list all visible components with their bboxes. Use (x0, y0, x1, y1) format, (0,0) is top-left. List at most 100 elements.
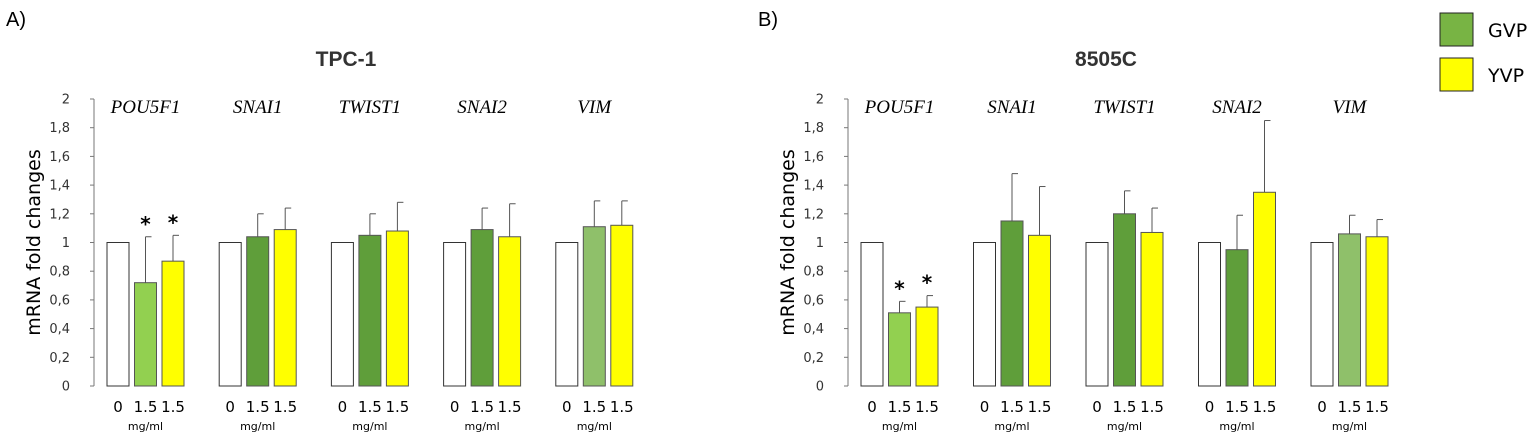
dose-label: 1.5 (1365, 398, 1389, 416)
y-tick-label: 0,2 (49, 351, 70, 366)
unit-label: mg/ml (1107, 420, 1142, 433)
bar-snai1-2 (273, 229, 297, 387)
y-tick-label: 1,6 (803, 150, 824, 165)
bar-pou5f1-1 (134, 282, 157, 387)
bar-group-snai2: SNAI2 0 1.5 1.5 mg/ml (1198, 97, 1277, 433)
y-tick-label: 2 (816, 93, 824, 108)
gene-label: POU5F1 (864, 97, 935, 118)
gene-label: TWIST1 (339, 97, 401, 118)
gene-label: POU5F1 (110, 97, 181, 118)
y-tick-label: 0,4 (49, 322, 70, 337)
y-tick-label: 1 (62, 236, 70, 251)
bar-group-twist1: TWIST1 0 1.5 1.5 mg/ml (1085, 97, 1164, 433)
bar-pou5f1-1 (888, 312, 911, 387)
gene-label: VIM (1333, 97, 1368, 118)
unit-label: mg/ml (1332, 420, 1367, 433)
bar-group-vim: VIM 0 1.5 1.5 mg/ml (555, 97, 634, 433)
bar-snai2-1 (1225, 249, 1249, 387)
dose-label: 0 (562, 398, 572, 416)
dose-label: 0 (980, 398, 990, 416)
legend-label-gvp: GVP (1488, 20, 1527, 42)
bar-twist1-2 (385, 230, 409, 387)
y-tick-label: 1,8 (49, 121, 70, 136)
dose-label: 1.5 (358, 398, 382, 416)
dose-label: 0 (225, 398, 235, 416)
legend-swatch-gvp (1439, 12, 1474, 47)
dose-label: 1.5 (1028, 398, 1052, 416)
bar-group-snai1: SNAI1 0 1.5 1.5 mg/ml (218, 97, 297, 433)
bar-pou5f1-0 (860, 242, 884, 387)
gene-label: TWIST1 (1093, 97, 1155, 118)
bar-pou5f1-0 (106, 242, 130, 387)
dose-label: 1.5 (1000, 398, 1024, 416)
y-tick-label: 1,6 (49, 150, 70, 165)
bar-snai1-2 (1028, 234, 1051, 387)
unit-label: mg/ml (1219, 420, 1254, 433)
bar-twist1-0 (330, 242, 354, 387)
unit-label: mg/ml (577, 420, 612, 433)
dose-label: 0 (338, 398, 348, 416)
panel-label: A) (6, 9, 26, 31)
dose-label: 1.5 (915, 398, 939, 416)
significance-marker: * (168, 210, 179, 234)
gene-label: SNAI1 (233, 97, 283, 118)
chart-title: 8505C (1075, 48, 1137, 71)
gene-label: SNAI2 (457, 97, 507, 118)
legend-label-yvp: YVP (1487, 65, 1524, 87)
bar-vim-0 (555, 242, 579, 387)
bar-twist1-0 (1085, 242, 1109, 387)
unit-label: mg/ml (882, 420, 917, 433)
bar-group-snai2: SNAI2 0 1.5 1.5 mg/ml (443, 97, 522, 433)
unit-label: mg/ml (128, 420, 163, 433)
y-tick-label: 0 (816, 380, 824, 395)
bar-vim-1 (582, 226, 606, 387)
bar-twist1-1 (1113, 213, 1136, 387)
dose-label: 0 (113, 398, 123, 416)
dose-label: 1.5 (610, 398, 634, 416)
bar-group-pou5f1: POU5F1 0 * 1.5 * 1.5 mg/ml (860, 97, 939, 433)
gene-label: SNAI2 (1212, 97, 1262, 118)
dose-label: 1.5 (273, 398, 297, 416)
unit-label: mg/ml (994, 420, 1029, 433)
significance-marker: * (894, 276, 905, 300)
bar-vim-2 (610, 224, 634, 387)
unit-label: mg/ml (240, 420, 275, 433)
bar-group-twist1: TWIST1 0 1.5 1.5 mg/ml (330, 97, 409, 433)
bar-snai2-2 (1253, 191, 1276, 387)
dose-label: 0 (1317, 398, 1327, 416)
significance-marker: * (140, 212, 151, 236)
dose-label: 1.5 (582, 398, 606, 416)
bar-snai1-1 (1000, 220, 1024, 387)
bar-snai2-0 (443, 242, 467, 387)
unit-label: mg/ml (465, 420, 500, 433)
y-tick-label: 1,4 (803, 179, 824, 194)
dose-label: 1.5 (1253, 398, 1277, 416)
chart-title: TPC-1 (316, 48, 377, 71)
significance-marker: * (922, 271, 933, 295)
bar-group-vim: VIM 0 1.5 1.5 mg/ml (1310, 97, 1389, 433)
bar-twist1-1 (358, 234, 382, 387)
dose-label: 1.5 (1225, 398, 1249, 416)
y-tick-label: 1,2 (803, 207, 824, 222)
y-tick-label: 0,2 (803, 351, 824, 366)
bar-pou5f1-2 (915, 306, 939, 387)
dose-label: 1.5 (1140, 398, 1164, 416)
y-axis-label: mRNA fold changes (777, 149, 799, 335)
y-tick-label: 1 (816, 236, 824, 251)
legend-swatch-yvp (1439, 57, 1474, 92)
gene-label: SNAI1 (987, 97, 1037, 118)
bar-group-snai1: SNAI1 0 1.5 1.5 mg/ml (973, 97, 1052, 433)
bar-vim-2 (1365, 236, 1389, 387)
chart-panel-8505c: B) 8505C mRNA fold changes 0 0,2 0,4 0,6 0,8 1 1,… (758, 9, 1389, 433)
bar-group-pou5f1: POU5F1 0 * 1.5 * 1.5 mg/ml (106, 97, 185, 433)
bar-snai1-0 (218, 242, 242, 387)
y-tick-label: 0,8 (49, 265, 70, 280)
gene-label: VIM (577, 97, 612, 118)
dose-label: 0 (1092, 398, 1102, 416)
bar-snai1-0 (973, 242, 996, 387)
bar-snai1-1 (246, 236, 270, 387)
dose-label: 1.5 (888, 398, 912, 416)
bar-snai2-2 (498, 236, 522, 387)
bar-twist1-2 (1140, 231, 1164, 387)
